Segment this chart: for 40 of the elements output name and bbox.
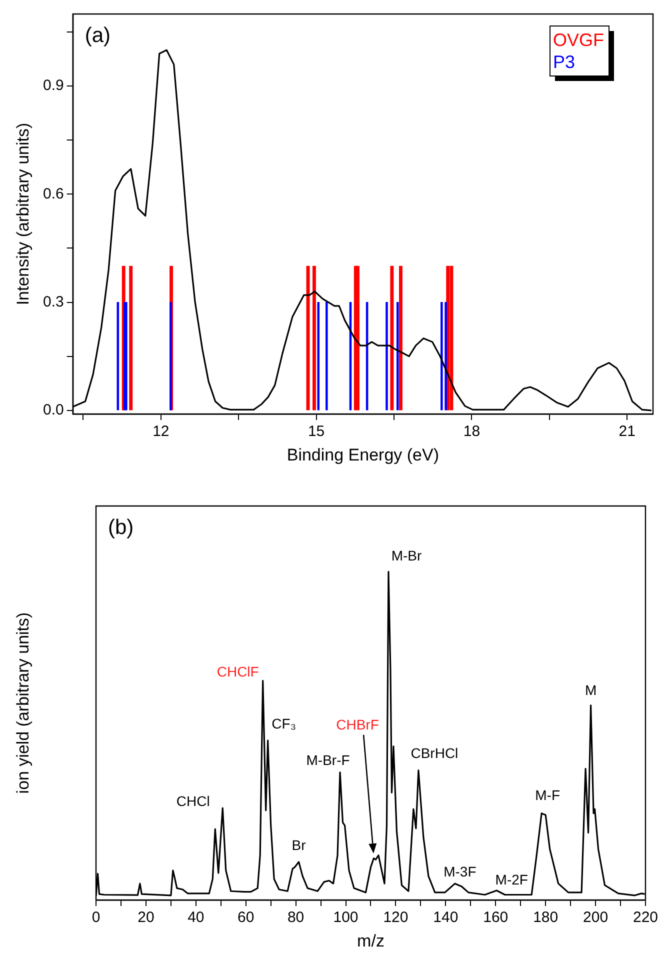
annotation: CF₃: [272, 715, 296, 732]
x-tick-label: 18: [463, 423, 480, 440]
x-tick-label: 40: [188, 909, 204, 926]
annotation: CBrHCl: [410, 745, 458, 762]
annotation: M-F: [535, 787, 560, 804]
x-tick-label: 15: [308, 423, 325, 440]
annotation: M-2F: [495, 871, 528, 888]
x-tick-label: 12: [152, 423, 170, 440]
x-tick-label: 20: [138, 909, 154, 926]
text: OVGF: [552, 30, 604, 50]
x-axis-title: Binding Energy (eV): [286, 446, 439, 465]
x-axis-title: m/z: [357, 932, 384, 951]
text: P3: [552, 52, 576, 72]
annotation: CHCl: [176, 792, 210, 809]
text: (b): [108, 516, 134, 539]
annotation: CHClF: [216, 664, 259, 680]
x-tick-label: 80: [287, 909, 304, 926]
y-tick-label: 0.0: [42, 402, 64, 419]
annotation: Br: [292, 836, 306, 853]
x-tick-label: 200: [583, 909, 608, 926]
x-tick-label: 120: [383, 909, 408, 926]
x-tick-label: 21: [618, 423, 636, 440]
y-tick-label: 0.3: [42, 293, 64, 310]
annotation: M-3F: [444, 863, 476, 880]
y-tick-label: 0.9: [42, 77, 64, 94]
annotation: M-Br-F: [306, 752, 350, 768]
annotation: M: [584, 682, 597, 698]
x-tick-label: 100: [333, 909, 358, 926]
x-tick-label: 0: [92, 909, 100, 926]
annotation: (a): [84, 24, 111, 47]
y-tick-label: 0.6: [42, 185, 64, 202]
annotation: CHBrF: [336, 716, 379, 733]
y-axis-title: Intensity (arbitrary units): [14, 122, 33, 306]
x-tick-label: 160: [483, 909, 508, 926]
x-tick-label: 220: [632, 909, 658, 926]
annotation: M-Br: [391, 548, 422, 564]
x-tick-label: 60: [238, 909, 254, 926]
x-tick-label: 140: [433, 909, 458, 926]
x-tick-label: 180: [533, 909, 558, 926]
y-axis-title: ion yield (arbitrary units): [14, 612, 33, 794]
